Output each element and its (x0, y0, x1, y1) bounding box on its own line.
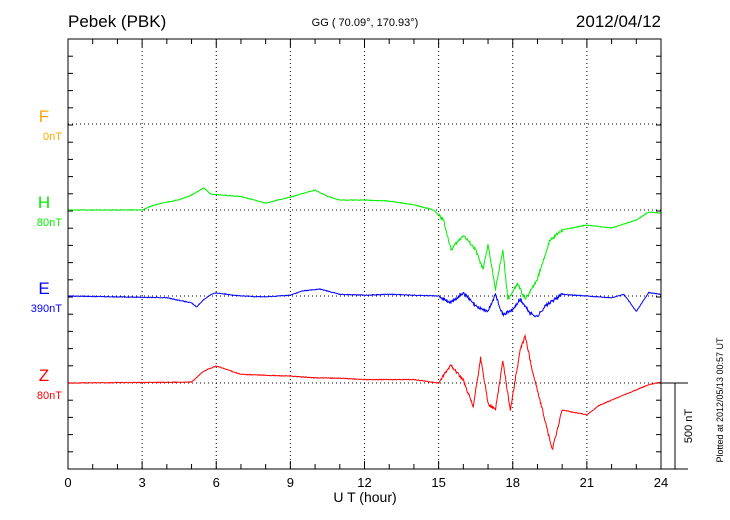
chart-subtitle: GG ( 70.09°, 170.93°) (312, 17, 419, 29)
x-tick-label: 12 (357, 475, 371, 490)
x-tick-label: 3 (139, 475, 146, 490)
x-tick-label: 6 (213, 475, 220, 490)
series-label-z: Z (39, 366, 49, 385)
x-tick-label: 21 (580, 475, 594, 490)
series-line-e (67, 288, 662, 318)
series-offset-h: 80nT (37, 217, 62, 229)
series-label-e: E (38, 279, 49, 298)
grid (68, 39, 661, 469)
x-axis-label: U T (hour) (333, 489, 396, 505)
series-offset-f: 0nT (43, 131, 62, 143)
series-labels: F 0nT H 80nT E 390nT Z 80nT (31, 107, 62, 402)
x-tick-label: 9 (287, 475, 294, 490)
series-label-f: F (39, 107, 49, 126)
axis-ticks: 0 3 6 9 12 15 18 21 24 (64, 38, 668, 490)
series-label-h: H (38, 193, 50, 212)
series-offset-e: 390nT (31, 303, 62, 315)
scale-label: 500 nT (683, 409, 695, 444)
x-tick-label: 0 (64, 475, 71, 490)
x-tick-label: 18 (506, 475, 520, 490)
chart-date: 2012/04/12 (576, 12, 661, 31)
plot-frame (67, 38, 662, 470)
x-tick-label: 24 (654, 475, 668, 490)
series-offset-z: 80nT (37, 390, 62, 402)
series-lines (67, 187, 662, 451)
x-tick-label: 15 (431, 475, 445, 490)
chart-title: Pebek (PBK) (68, 12, 166, 31)
plotted-at-footer: Plotted at 2012/05/13 00:57 UT (715, 337, 725, 463)
series-line-z (67, 333, 661, 451)
series-line-h (68, 187, 662, 300)
